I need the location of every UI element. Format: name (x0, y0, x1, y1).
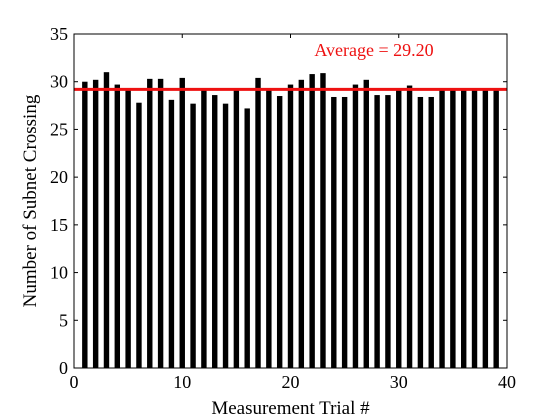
bar-11 (190, 103, 196, 369)
bar-12 (201, 90, 207, 368)
y-tick-label-25: 25 (50, 119, 68, 139)
ticks-group (73, 33, 508, 369)
bar-4 (114, 84, 121, 368)
bar-13 (212, 95, 218, 369)
bar-16 (244, 108, 250, 368)
bar-18 (266, 90, 272, 368)
x-axis-title: Measurement Trial # (211, 398, 370, 419)
y-tick-label-30: 30 (50, 72, 68, 92)
x-tick-label-0: 0 (70, 372, 79, 392)
bar-22 (309, 74, 315, 368)
bar-5 (125, 90, 131, 368)
bar-6 (136, 102, 142, 369)
bar-21 (298, 79, 305, 368)
bar-10 (179, 77, 185, 368)
bar-19 (276, 96, 283, 369)
bar-2 (92, 79, 99, 368)
bar-33 (428, 96, 434, 369)
bar-36 (460, 88, 467, 368)
bar-3 (103, 72, 110, 369)
average-label: Average = 29.20 (314, 40, 433, 60)
bar-14 (222, 103, 229, 369)
bar-24 (331, 96, 337, 369)
bar-17 (255, 77, 261, 368)
y-tick-label-0: 0 (59, 358, 68, 378)
x-tick-label-30: 30 (390, 372, 408, 392)
bar-39 (493, 90, 499, 368)
bar-27 (363, 79, 369, 368)
x-tick-label-40: 40 (498, 372, 516, 392)
bar-34 (439, 88, 445, 368)
y-tick-label-20: 20 (50, 167, 68, 187)
y-tick-label-5: 5 (59, 310, 68, 330)
bar-20 (287, 84, 294, 368)
y-tick-label-10: 10 (50, 263, 68, 283)
bar-25 (341, 96, 348, 369)
x-tick-label-20: 20 (282, 372, 300, 392)
bar-8 (157, 78, 164, 368)
bars-group (82, 72, 499, 369)
y-tick-label-35: 35 (50, 24, 68, 44)
bar-7 (147, 78, 153, 368)
bar-32 (417, 96, 424, 369)
bar-26 (352, 84, 359, 368)
bar-1 (82, 81, 88, 368)
x-tick-label-10: 10 (173, 372, 191, 392)
bar-15 (233, 88, 240, 368)
bar-28 (374, 95, 380, 369)
bar-30 (396, 88, 402, 368)
y-axis-title: Number of Subnet Crossing (20, 94, 41, 307)
bar-29 (385, 95, 391, 369)
bar-35 (450, 88, 456, 368)
bar-31 (406, 85, 413, 368)
bar-38 (482, 88, 489, 368)
bar-9 (168, 99, 175, 369)
y-tick-label-15: 15 (50, 215, 68, 235)
bar-37 (471, 88, 478, 368)
bar-23 (320, 73, 326, 368)
tick-labels-group: 0 10 20 30 40 0 5 10 15 20 25 30 35 (50, 24, 516, 392)
